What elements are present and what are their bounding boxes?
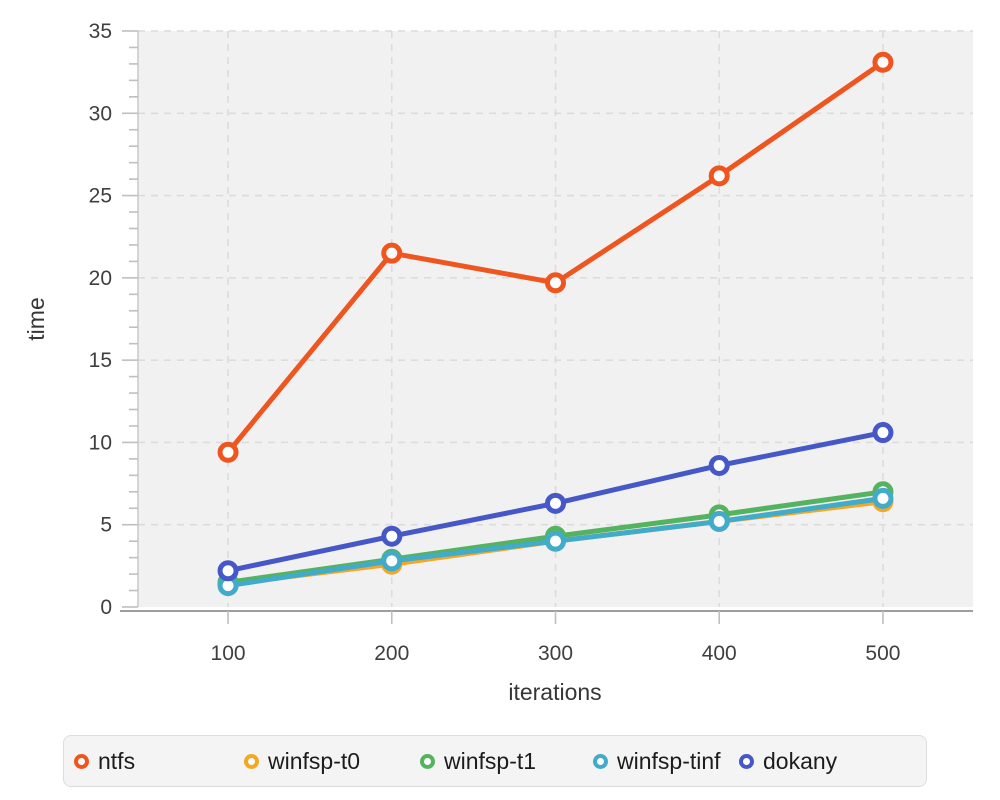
legend-label: winfsp-tinf xyxy=(617,747,721,774)
x-axis-title: iterations xyxy=(508,679,601,705)
x-tick-label: 300 xyxy=(538,642,573,665)
y-tick-label: 0 xyxy=(100,596,112,619)
data-point-marker xyxy=(217,560,239,582)
legend-item-ntfs: ntfs xyxy=(74,736,135,786)
legend-label: dokany xyxy=(763,747,838,774)
data-point-marker xyxy=(381,242,403,264)
legend: ntfs winfsp-t0 winfsp-t1 winfsp-tinf dokany xyxy=(63,735,927,787)
legend-marker-icon xyxy=(74,753,89,769)
legend-marker-icon xyxy=(593,753,608,769)
legend-item-winfsp-t1: winfsp-t1 xyxy=(420,736,536,786)
x-tick-label: 100 xyxy=(211,642,246,665)
legend-item-winfsp-tinf: winfsp-tinf xyxy=(593,736,721,786)
x-tick-label: 200 xyxy=(374,642,409,665)
y-tick-label: 10 xyxy=(89,431,112,454)
data-point-marker xyxy=(545,530,566,552)
data-point-marker xyxy=(708,510,730,532)
data-point-marker xyxy=(872,487,894,509)
data-point-marker xyxy=(381,525,403,547)
legend-label: winfsp-t0 xyxy=(268,747,361,774)
x-tick-label: 400 xyxy=(702,642,737,665)
y-tick-label: 5 xyxy=(100,514,112,537)
axes: 0 5 10 15 20 25 30 35 100 200 300 400 500 xyxy=(89,20,973,665)
legend-label: winfsp-t1 xyxy=(444,747,537,774)
legend-marker-icon xyxy=(420,753,435,769)
data-point-marker xyxy=(381,550,403,572)
data-point-marker xyxy=(708,165,730,187)
data-point-marker xyxy=(872,422,894,444)
y-tick-label: 30 xyxy=(89,102,112,125)
series-winfsp-tinf xyxy=(217,487,894,597)
y-tick-label: 20 xyxy=(89,267,112,290)
data-point-marker xyxy=(708,454,730,476)
y-tick-label: 15 xyxy=(89,349,112,372)
legend-label: ntfs xyxy=(98,747,136,774)
data-point-marker xyxy=(545,272,566,294)
legend-marker-icon xyxy=(739,753,754,769)
y-tick-label: 25 xyxy=(89,185,112,208)
data-point-marker xyxy=(872,51,894,73)
data-series-layer xyxy=(217,51,894,597)
chart-canvas: 0 5 10 15 20 25 30 35 100 200 300 400 500 time itera… xyxy=(23,20,973,705)
series-dokany xyxy=(217,422,894,582)
data-point-marker xyxy=(545,492,566,514)
y-tick-label: 35 xyxy=(89,20,112,43)
x-tick-label: 500 xyxy=(865,642,900,665)
legend-marker-icon xyxy=(244,753,259,769)
legend-item-winfsp-t0: winfsp-t0 xyxy=(244,736,360,786)
series-ntfs xyxy=(217,51,894,463)
y-axis-title: time xyxy=(23,297,49,340)
legend-item-dokany: dokany xyxy=(739,736,837,786)
data-point-marker xyxy=(217,441,239,463)
